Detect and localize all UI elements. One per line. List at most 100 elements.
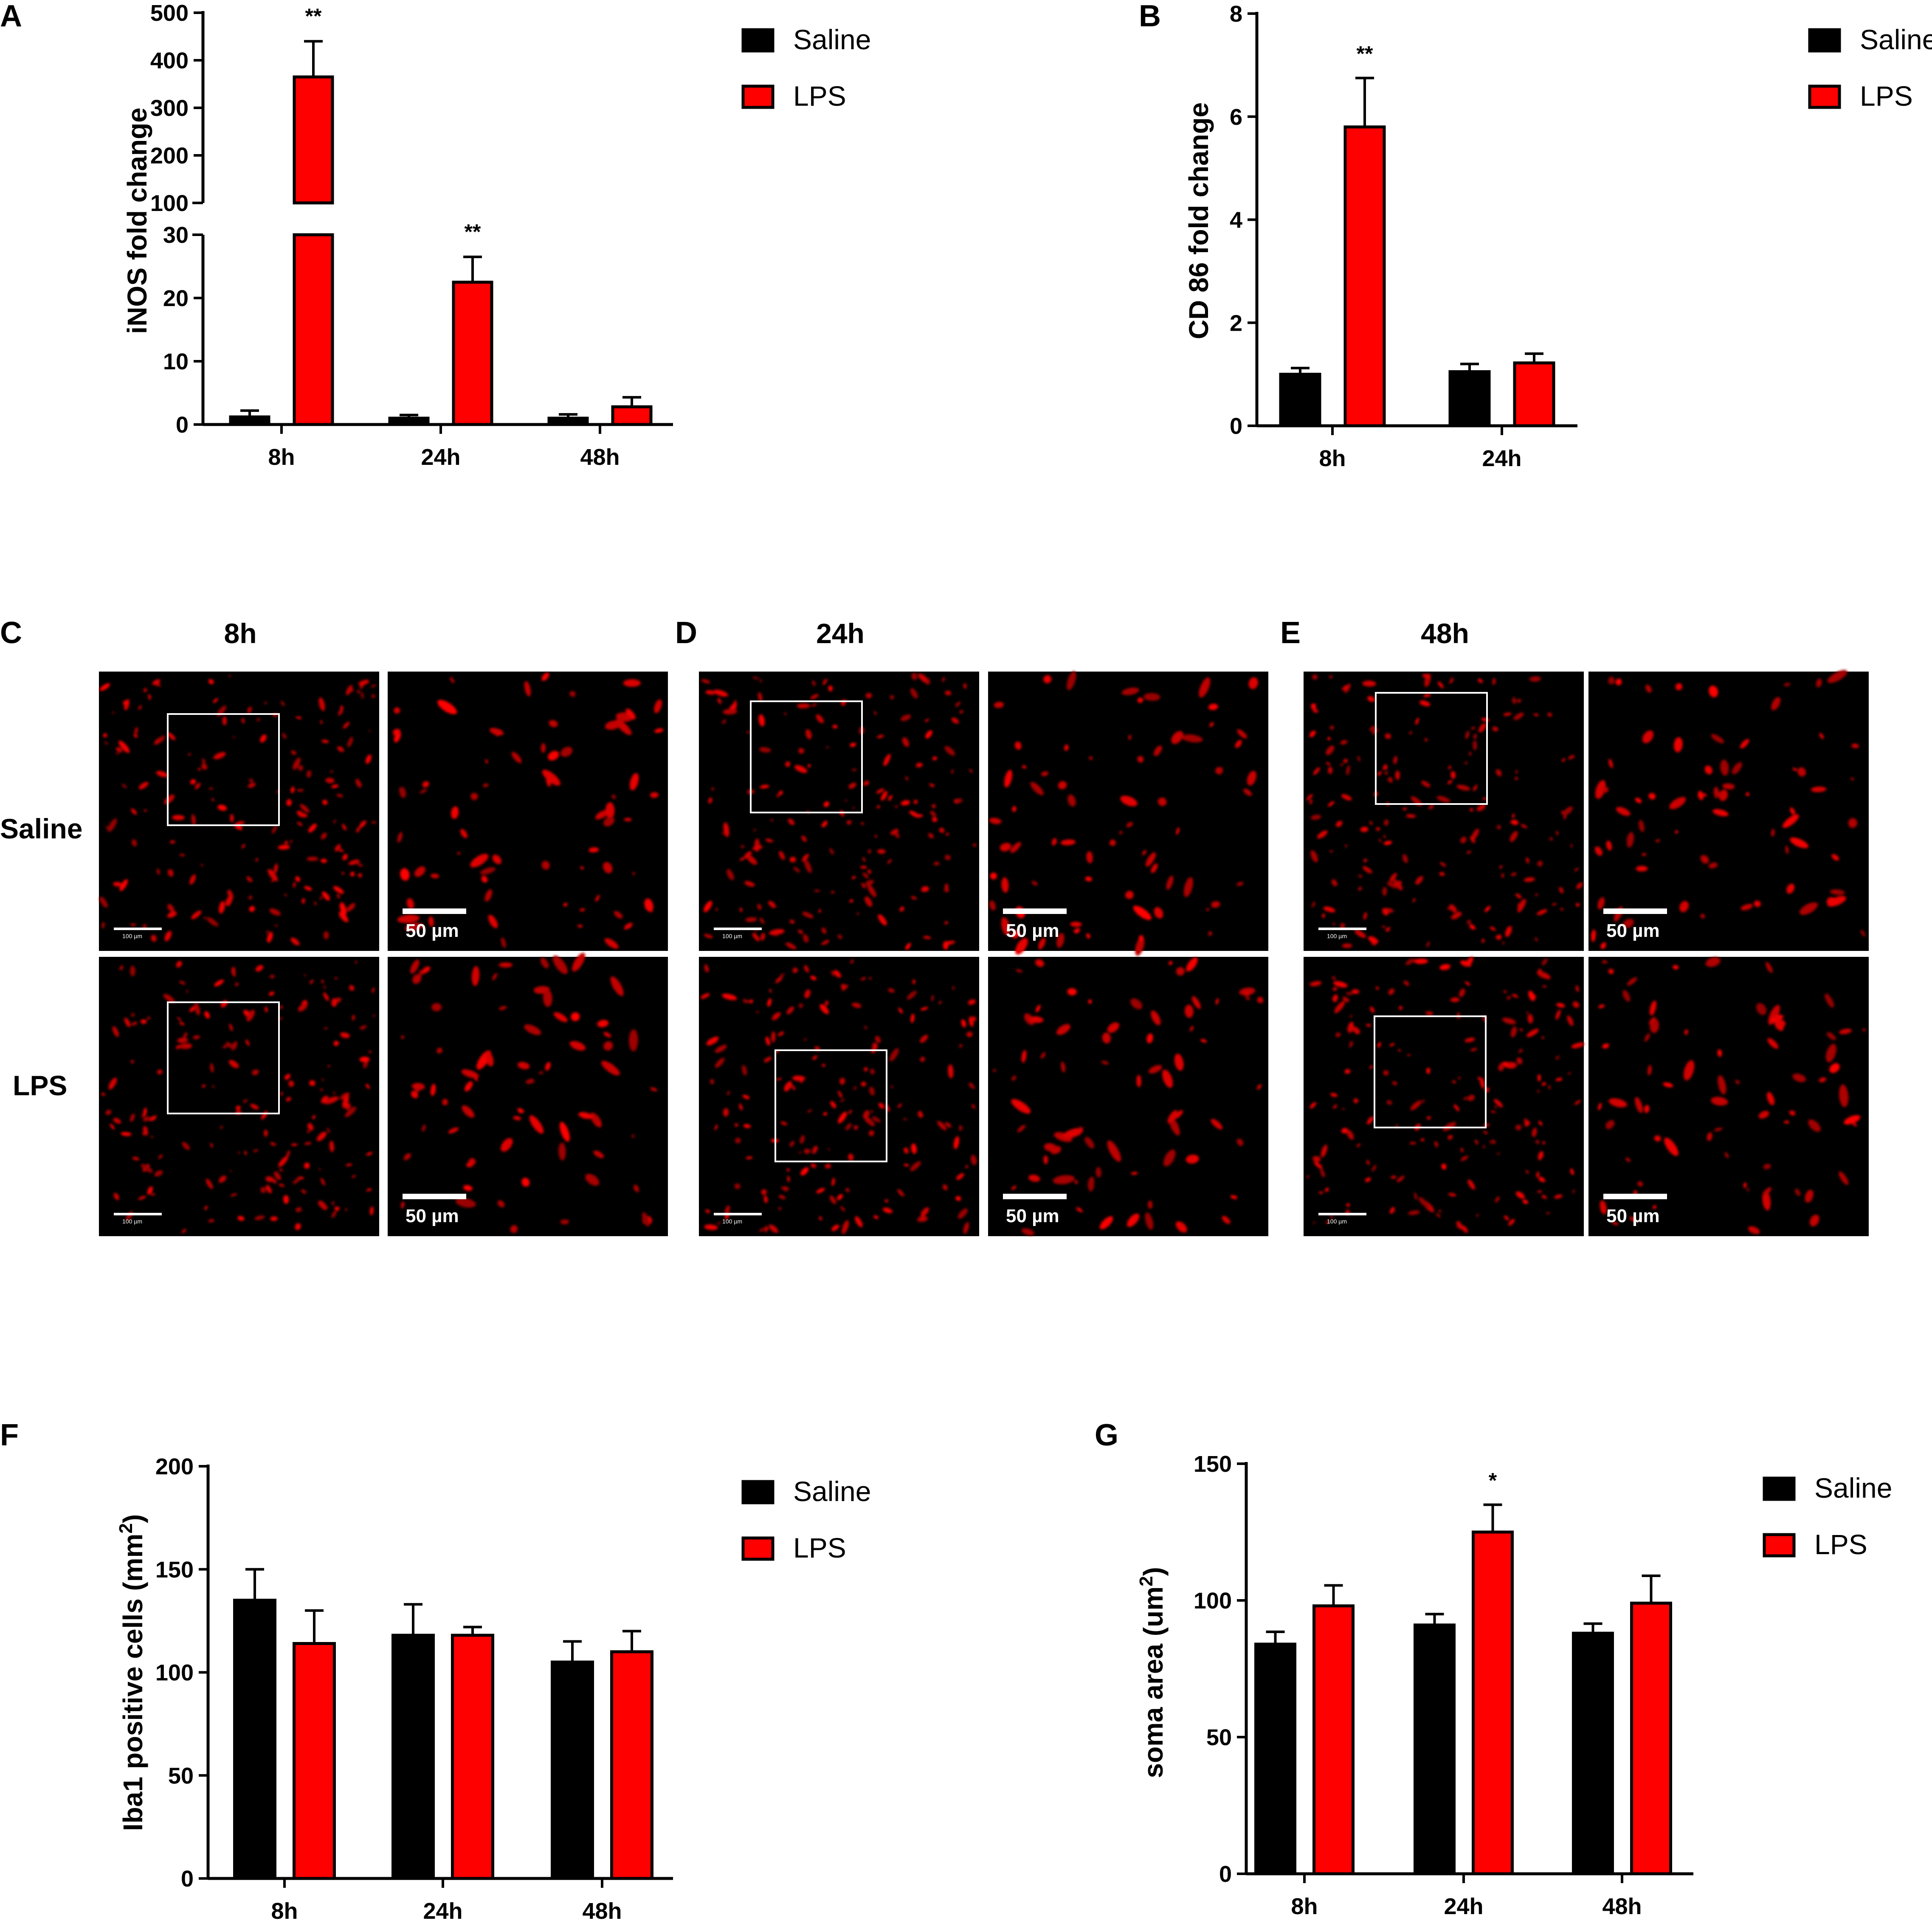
y-tick-label: 100 xyxy=(150,191,189,216)
microglia-signal xyxy=(992,957,1264,1236)
zoom-region-box xyxy=(774,1049,887,1162)
x-tick-label: 24h xyxy=(421,444,460,470)
y-tick-label: 30 xyxy=(163,222,189,248)
chart-g: 0 50 100 150 8h 24h * 48h soma area (um2) xyxy=(1136,1451,1693,1919)
zoom-region-box xyxy=(167,713,280,826)
column-title: 48h xyxy=(1421,618,1469,649)
y-tick-label: 500 xyxy=(150,0,189,26)
row-label-saline: Saline xyxy=(0,813,82,844)
y-tick-label: 0 xyxy=(181,1866,194,1892)
overview-image-8h-saline: 100 µm xyxy=(99,672,379,951)
y-tick-label: 400 xyxy=(150,48,189,73)
y-tick-label: 0 xyxy=(1230,413,1242,439)
scale-bar-label: 100 µm xyxy=(122,1218,142,1225)
chart-a: 0 10 20 30 100 200 300 400 500 8h ** 24h ** 48h iNOS f… xyxy=(122,0,673,470)
legend-g: Saline LPS xyxy=(1763,1472,1892,1560)
scale-bar-label: 50 µm xyxy=(406,920,459,941)
bar-saline xyxy=(233,1599,276,1880)
significance-mark: ** xyxy=(465,220,481,244)
bar-saline xyxy=(547,416,589,426)
overview-image-8h-lps: 100 µm xyxy=(99,957,379,1236)
zoom-image-24h-saline: 50 µm xyxy=(988,671,1268,956)
legend-label-lps: LPS xyxy=(1860,80,1913,112)
y-tick-label: 100 xyxy=(1194,1588,1232,1614)
bar-lps xyxy=(1343,125,1386,427)
bar-lps xyxy=(1472,1530,1514,1875)
zoom-region-box xyxy=(750,700,863,813)
bar-saline xyxy=(1572,1631,1614,1875)
y-tick-label: 150 xyxy=(155,1557,194,1583)
legend-swatch-saline xyxy=(1763,1476,1796,1501)
microglia-signal xyxy=(101,961,375,1233)
scale-bar-label: 50 µm xyxy=(406,1206,459,1226)
scale-bar-label: 50 µm xyxy=(1606,920,1660,941)
zoom-image-48h-saline: 50 µm xyxy=(1588,670,1869,951)
y-tick-label: 8 xyxy=(1230,1,1242,27)
scale-bar xyxy=(403,908,466,914)
overview-image-24h-saline: 100 µm xyxy=(699,672,979,951)
scale-bar xyxy=(1003,908,1067,914)
scale-bar-label: 100 µm xyxy=(1327,933,1347,939)
legend-swatch-saline xyxy=(1808,28,1841,53)
y-tick-label: 300 xyxy=(150,96,189,121)
y-tick-label: 2 xyxy=(1230,310,1242,336)
legend-swatch-lps xyxy=(1808,84,1841,109)
zoom-image-8h-saline: 50 µm xyxy=(388,672,668,951)
microglia-signal xyxy=(700,959,977,1234)
microglia-signal xyxy=(989,671,1259,956)
legend-label-saline: Saline xyxy=(1860,24,1932,55)
x-tick-label: 8h xyxy=(271,1898,298,1924)
legend-label-saline: Saline xyxy=(1814,1472,1892,1504)
chart-b: 0 2 4 6 8 8h ** 24h CD 86 fold change xyxy=(1183,1,1577,471)
bar-lps-lower xyxy=(293,233,334,426)
overview-image-48h-lps: 100 µm xyxy=(1304,956,1585,1236)
y-tick-label: 200 xyxy=(150,143,189,169)
image-background xyxy=(1304,957,1584,1236)
bar-lps xyxy=(1630,1601,1672,1875)
row-label-lps: LPS xyxy=(13,1070,67,1101)
bar-saline xyxy=(551,1660,594,1880)
legend-label-lps: LPS xyxy=(793,80,846,112)
legend-label-lps: LPS xyxy=(1814,1529,1867,1560)
x-tick-label: 24h xyxy=(423,1898,462,1924)
zoom-region-box xyxy=(1374,1015,1487,1128)
y-tick-label: 50 xyxy=(168,1763,194,1788)
bar-saline xyxy=(1279,373,1321,427)
chart-f: 0 50 100 150 200 8h 24h 48h Iba1 positive cells … xyxy=(115,1454,673,1924)
bar-lps xyxy=(1513,361,1555,427)
legend-swatch-lps xyxy=(741,84,774,109)
legend-swatch-saline xyxy=(741,28,774,53)
zoom-image-24h-lps: 50 µm xyxy=(988,957,1268,1236)
bar-saline xyxy=(1414,1623,1456,1875)
y-tick-label: 20 xyxy=(163,286,189,311)
x-tick-label: 8h xyxy=(268,444,295,470)
legend-swatch-lps xyxy=(741,1536,774,1561)
column-title: 8h xyxy=(224,618,256,649)
panel-letter-g: G xyxy=(1095,1418,1118,1452)
scale-bar-label: 100 µm xyxy=(722,1218,742,1225)
microglia-signal xyxy=(1306,673,1583,948)
image-background xyxy=(1588,672,1869,951)
y-axis-label: Iba1 positive cells (mm2) xyxy=(115,1514,148,1831)
x-tick-label: 8h xyxy=(1319,446,1346,471)
y-tick-label: 100 xyxy=(155,1660,194,1686)
bar-saline xyxy=(229,415,270,426)
scale-bar-label: 100 µm xyxy=(722,933,742,939)
image-background xyxy=(699,957,979,1236)
bar-lps xyxy=(610,1650,653,1880)
microglia-signal xyxy=(1591,670,1866,949)
y-axis-label: soma area (um2) xyxy=(1136,1567,1169,1778)
zoom-region-box xyxy=(167,1001,280,1114)
scale-bar-label: 100 µm xyxy=(1327,1218,1347,1225)
y-tick-label: 4 xyxy=(1230,208,1242,233)
x-tick-label: 48h xyxy=(580,444,620,470)
overview-image-24h-lps: 100 µm xyxy=(699,957,979,1236)
scale-bar xyxy=(403,1194,466,1199)
image-background xyxy=(988,672,1268,951)
y-tick-label: 10 xyxy=(163,349,189,374)
y-tick-label: 200 xyxy=(155,1454,194,1479)
x-tick-label: 24h xyxy=(1482,446,1521,471)
significance-mark: * xyxy=(1489,1469,1497,1493)
